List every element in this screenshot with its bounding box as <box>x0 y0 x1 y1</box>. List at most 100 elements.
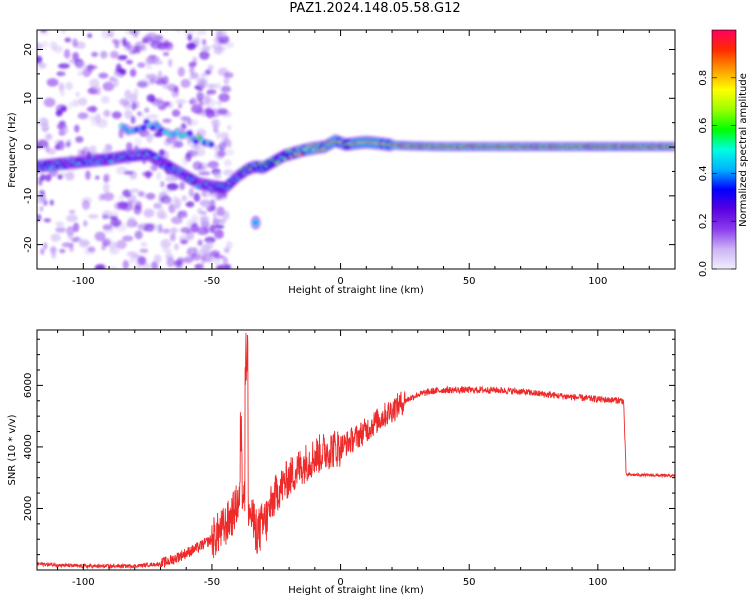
spectral-blob <box>210 224 216 234</box>
spectral-blob <box>130 115 136 125</box>
spectral-blob <box>98 72 109 79</box>
spectral-blob <box>43 242 48 250</box>
spectral-blob <box>51 252 57 259</box>
spectral-blob <box>193 192 201 202</box>
spectral-blob <box>68 209 76 214</box>
y-tick-label: 4000 <box>23 434 34 459</box>
spectral-blob <box>252 219 259 227</box>
x-tick-label: 50 <box>463 276 476 287</box>
spectral-blob <box>114 40 120 49</box>
spectral-blob <box>205 256 214 263</box>
colorbar-label: Normalized spectral amplitude <box>738 73 749 227</box>
spectral-blob <box>38 117 49 127</box>
spectral-blob <box>131 65 136 72</box>
spectral-blob <box>174 204 181 210</box>
spectral-blob <box>119 68 127 75</box>
spectral-blob <box>40 248 45 255</box>
spectral-blob <box>215 46 227 52</box>
spectral-blob <box>180 227 192 234</box>
y-tick-label: 6000 <box>23 373 34 398</box>
page-title: PAZ1.2024.148.05.58.G12 <box>289 1 461 16</box>
spectral-blob <box>65 141 71 148</box>
spectral-blob <box>162 118 172 123</box>
spectral-blob <box>146 65 153 70</box>
spectral-blob <box>191 104 203 114</box>
spectral-blob <box>173 260 182 267</box>
snr-x-ticks: -100 -50 0 50 100 <box>57 330 676 588</box>
spectrogram-frame <box>36 29 676 270</box>
spectral-blob <box>217 150 226 158</box>
spectral-blob <box>178 103 183 109</box>
spectral-blob <box>55 226 66 233</box>
spectral-blob <box>37 55 43 64</box>
spectral-blob <box>175 99 187 104</box>
spectral-blob <box>89 105 97 113</box>
spectral-blob <box>102 192 115 201</box>
snr-frame <box>36 329 676 571</box>
spectral-blob <box>171 109 181 117</box>
spectral-blob <box>180 239 188 245</box>
spectral-blob <box>217 67 229 77</box>
spectral-blob <box>102 225 115 234</box>
spectral-blob <box>168 203 176 214</box>
x-tick-label: 0 <box>337 577 343 588</box>
spectral-blob <box>75 91 80 97</box>
spectral-blob <box>127 194 137 204</box>
spectral-blob <box>204 97 216 108</box>
spectral-blob <box>179 181 185 191</box>
colorbar-tick-label: 0.8 <box>698 70 709 86</box>
spectral-blob <box>49 199 54 206</box>
spectral-blob <box>72 222 80 233</box>
spectral-blob <box>180 78 191 88</box>
spectral-blob <box>50 246 57 255</box>
spectral-blob <box>202 38 207 46</box>
spectral-blob <box>144 107 150 113</box>
spectral-blob <box>102 183 110 194</box>
spectral-blob <box>200 244 211 253</box>
y-tick-label: 20 <box>23 43 34 56</box>
spectral-blob <box>75 61 87 70</box>
spectral-blob <box>139 248 149 254</box>
spectral-blob <box>118 194 125 201</box>
spectral-blob <box>146 132 153 143</box>
spectral-blob <box>110 218 122 227</box>
spectral-blob <box>223 76 230 85</box>
spectral-blob <box>78 238 90 249</box>
spectral-blob <box>214 144 219 152</box>
spectral-blob <box>207 83 217 89</box>
spectral-blob <box>189 65 195 75</box>
x-tick-label: 50 <box>463 577 476 588</box>
spectral-blob <box>182 156 189 166</box>
spectral-blob <box>125 59 133 65</box>
spectral-blob <box>220 85 232 93</box>
y-tick-label: 0 <box>23 144 34 150</box>
spectral-blob <box>160 195 172 204</box>
spectral-blob <box>40 30 48 33</box>
spectral-blob <box>101 244 107 251</box>
spectral-blob <box>212 211 218 221</box>
spectral-blob <box>199 251 206 261</box>
spectral-blob <box>194 36 201 44</box>
spectral-blob <box>68 101 73 110</box>
spectral-blob <box>173 243 180 251</box>
spectral-blob <box>205 91 211 97</box>
spectral-blob <box>165 248 172 254</box>
spectral-blob <box>171 91 180 98</box>
spectral-blob <box>143 223 155 232</box>
spectral-blob <box>152 102 163 107</box>
spectral-blob <box>151 35 160 40</box>
spectral-blob <box>124 89 132 99</box>
spectral-blob <box>132 49 141 54</box>
spectral-blob <box>162 84 174 90</box>
spectral-blob <box>100 50 108 59</box>
spectral-blob <box>90 118 100 127</box>
spectral-blob <box>64 37 72 43</box>
x-tick-label: -50 <box>204 276 220 287</box>
spectral-blob <box>102 81 115 92</box>
spectral-blob <box>85 170 91 181</box>
spectral-blob <box>145 57 153 66</box>
spectral-blob <box>55 109 63 117</box>
spectral-blob <box>145 192 156 200</box>
colorbar-ticks: 0.0 0.2 0.4 0.6 0.8 <box>698 70 736 277</box>
spectral-blob <box>88 214 99 219</box>
